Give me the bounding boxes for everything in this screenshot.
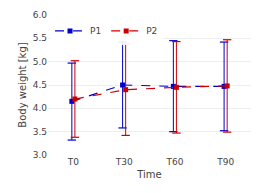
svg-text:3.0: 3.0 (33, 150, 48, 160)
svg-text:3.5: 3.5 (33, 127, 47, 137)
svg-text:T30: T30 (115, 157, 133, 167)
svg-text:T90: T90 (216, 157, 234, 167)
svg-text:T60: T60 (165, 157, 183, 167)
svg-text:6.0: 6.0 (33, 10, 48, 20)
svg-text:P1: P1 (90, 26, 101, 36)
svg-text:5.0: 5.0 (33, 57, 48, 67)
svg-text:5.5: 5.5 (33, 33, 47, 43)
svg-text:4.0: 4.0 (33, 103, 48, 113)
svg-text:P2: P2 (146, 26, 157, 36)
svg-text:4.5: 4.5 (33, 80, 47, 90)
svg-text:Body weight [kg]: Body weight [kg] (17, 42, 28, 127)
svg-text:T0: T0 (67, 157, 79, 167)
svg-text:Time: Time (136, 169, 161, 180)
